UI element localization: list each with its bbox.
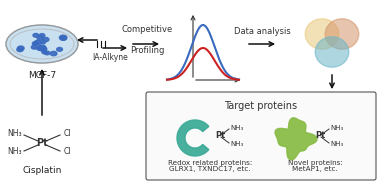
Text: Competitive: Competitive <box>121 25 173 34</box>
Text: Pt: Pt <box>36 138 48 148</box>
Text: NH₃: NH₃ <box>330 141 343 147</box>
Ellipse shape <box>39 34 45 37</box>
Ellipse shape <box>305 19 339 49</box>
Ellipse shape <box>6 25 78 63</box>
Ellipse shape <box>45 51 50 55</box>
Text: NH₃: NH₃ <box>8 130 22 139</box>
Text: MetAP1, etc.: MetAP1, etc. <box>292 166 338 172</box>
Text: Novel proteins:: Novel proteins: <box>288 160 342 166</box>
Ellipse shape <box>59 35 67 40</box>
Ellipse shape <box>17 48 23 52</box>
Text: Cisplatin: Cisplatin <box>22 166 62 175</box>
Ellipse shape <box>33 42 38 46</box>
Text: Redox related proteins:: Redox related proteins: <box>168 160 252 166</box>
Text: NH₃: NH₃ <box>230 141 243 147</box>
Text: GLRX1, TXNDC17, etc.: GLRX1, TXNDC17, etc. <box>169 166 251 172</box>
Ellipse shape <box>57 47 62 51</box>
Ellipse shape <box>60 36 67 40</box>
Ellipse shape <box>42 51 47 54</box>
Text: Cl: Cl <box>64 130 71 139</box>
FancyBboxPatch shape <box>146 92 376 180</box>
Ellipse shape <box>325 19 359 49</box>
Text: Data analysis: Data analysis <box>234 27 290 36</box>
Text: Target proteins: Target proteins <box>225 101 297 111</box>
Ellipse shape <box>315 37 349 67</box>
Ellipse shape <box>37 46 43 50</box>
Ellipse shape <box>43 38 49 42</box>
Text: Cl: Cl <box>64 147 71 156</box>
Ellipse shape <box>40 47 47 51</box>
Ellipse shape <box>50 51 57 56</box>
Text: NH₃: NH₃ <box>8 147 22 156</box>
Text: Profiling: Profiling <box>130 46 164 55</box>
Polygon shape <box>275 118 317 160</box>
Ellipse shape <box>31 45 37 49</box>
Ellipse shape <box>38 45 46 50</box>
Polygon shape <box>177 120 209 156</box>
Ellipse shape <box>37 36 43 40</box>
Ellipse shape <box>17 46 24 50</box>
Ellipse shape <box>34 40 42 45</box>
Ellipse shape <box>41 41 45 44</box>
Text: Pt: Pt <box>215 132 225 141</box>
Text: Pt: Pt <box>315 132 325 141</box>
Text: IA-Alkyne: IA-Alkyne <box>92 53 128 62</box>
Ellipse shape <box>33 33 39 37</box>
Text: NH₃: NH₃ <box>230 125 243 131</box>
Text: NH₃: NH₃ <box>330 125 343 131</box>
Text: MCF-7: MCF-7 <box>28 71 56 80</box>
